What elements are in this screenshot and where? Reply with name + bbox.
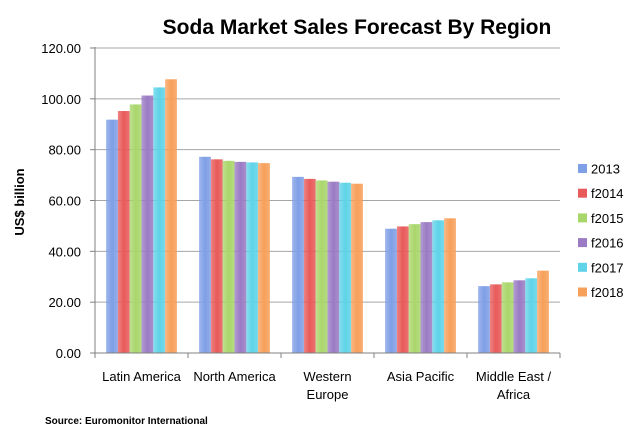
bar-f2016-western-europe	[327, 181, 340, 353]
x-category-labels: Latin America North America Western Europe A…	[102, 369, 551, 402]
y-tick-label: 60.00	[48, 194, 81, 209]
chart-title: Soda Market Sales Forecast By Region	[163, 16, 552, 39]
y-tick-label: 120.00	[41, 41, 81, 56]
legend: 2013 f2014 f2015 f2016 f2017 f2018	[578, 162, 624, 300]
bar-f2014-western-europe	[303, 178, 316, 353]
bar-f2018-north-america	[258, 163, 270, 353]
bar-f2017-latin-america	[153, 87, 166, 353]
bar-f2015-north-america	[222, 160, 235, 353]
x-category-label: Middle East /	[476, 369, 552, 384]
x-category-label: Asia Pacific	[387, 369, 455, 384]
legend-swatch	[578, 164, 587, 173]
legend-swatch	[578, 262, 587, 272]
bar-f2014-north-america	[210, 159, 223, 353]
bar-2013-latin-america	[106, 119, 118, 353]
bar-2013-middle-east-africa	[478, 286, 490, 353]
bar-f2017-western-europe	[339, 182, 352, 353]
bar-f2014-middle-east-africa	[489, 284, 502, 353]
bar-f2017-north-america	[246, 162, 259, 353]
y-tick-label: 80.00	[48, 143, 81, 158]
y-tick-labels: 0.00 20.00 40.00 60.00 80.00 100.00 120.00	[41, 41, 95, 361]
y-tick-label: 40.00	[48, 244, 81, 259]
bars	[106, 79, 549, 354]
bar-f2015-middle-east-africa	[501, 282, 514, 353]
bar-f2018-latin-america	[165, 79, 177, 353]
y-tick-label: 20.00	[48, 295, 81, 310]
bar-f2014-asia-pacific	[396, 226, 409, 353]
bar-f2018-middle-east-africa	[537, 270, 549, 353]
x-category-label: North America	[193, 369, 276, 384]
bar-f2018-western-europe	[351, 183, 363, 353]
x-category-label: Latin America	[102, 369, 182, 384]
bar-f2015-asia-pacific	[408, 224, 421, 353]
legend-label: f2016	[591, 236, 624, 251]
legend-label: f2017	[591, 260, 624, 275]
legend-label: f2014	[591, 186, 624, 201]
legend-swatch	[578, 213, 587, 223]
legend-label: f2015	[591, 211, 624, 226]
y-tick-label: 100.00	[41, 92, 81, 107]
bar-f2015-latin-america	[129, 104, 142, 353]
source-note: Source: Euromonitor International	[45, 416, 208, 427]
bar-f2016-asia-pacific	[420, 222, 433, 353]
legend-swatch	[578, 238, 587, 248]
y-axis-label: US$ billion	[12, 168, 27, 235]
x-category-label: Europe	[307, 387, 349, 402]
y-tick-label: 0.00	[56, 346, 81, 361]
bar-f2018-asia-pacific	[444, 218, 456, 353]
x-category-label: Western	[303, 369, 351, 384]
bar-2013-asia-pacific	[385, 228, 397, 353]
legend-swatch	[578, 287, 587, 297]
axes	[94, 47, 561, 358]
bar-f2016-north-america	[234, 161, 247, 353]
bar-2013-north-america	[199, 156, 211, 353]
bar-f2014-latin-america	[117, 111, 130, 354]
bar-2013-western-europe	[292, 176, 304, 353]
x-category-label: Africa	[497, 387, 531, 402]
legend-label: f2018	[591, 285, 624, 300]
legend-label: 2013	[591, 162, 620, 177]
bar-f2016-middle-east-africa	[513, 280, 526, 353]
bar-f2017-asia-pacific	[432, 220, 445, 353]
bar-f2017-middle-east-africa	[525, 278, 538, 353]
bar-f2015-western-europe	[315, 180, 328, 353]
bar-f2016-latin-america	[141, 95, 154, 353]
legend-swatch	[578, 188, 587, 198]
